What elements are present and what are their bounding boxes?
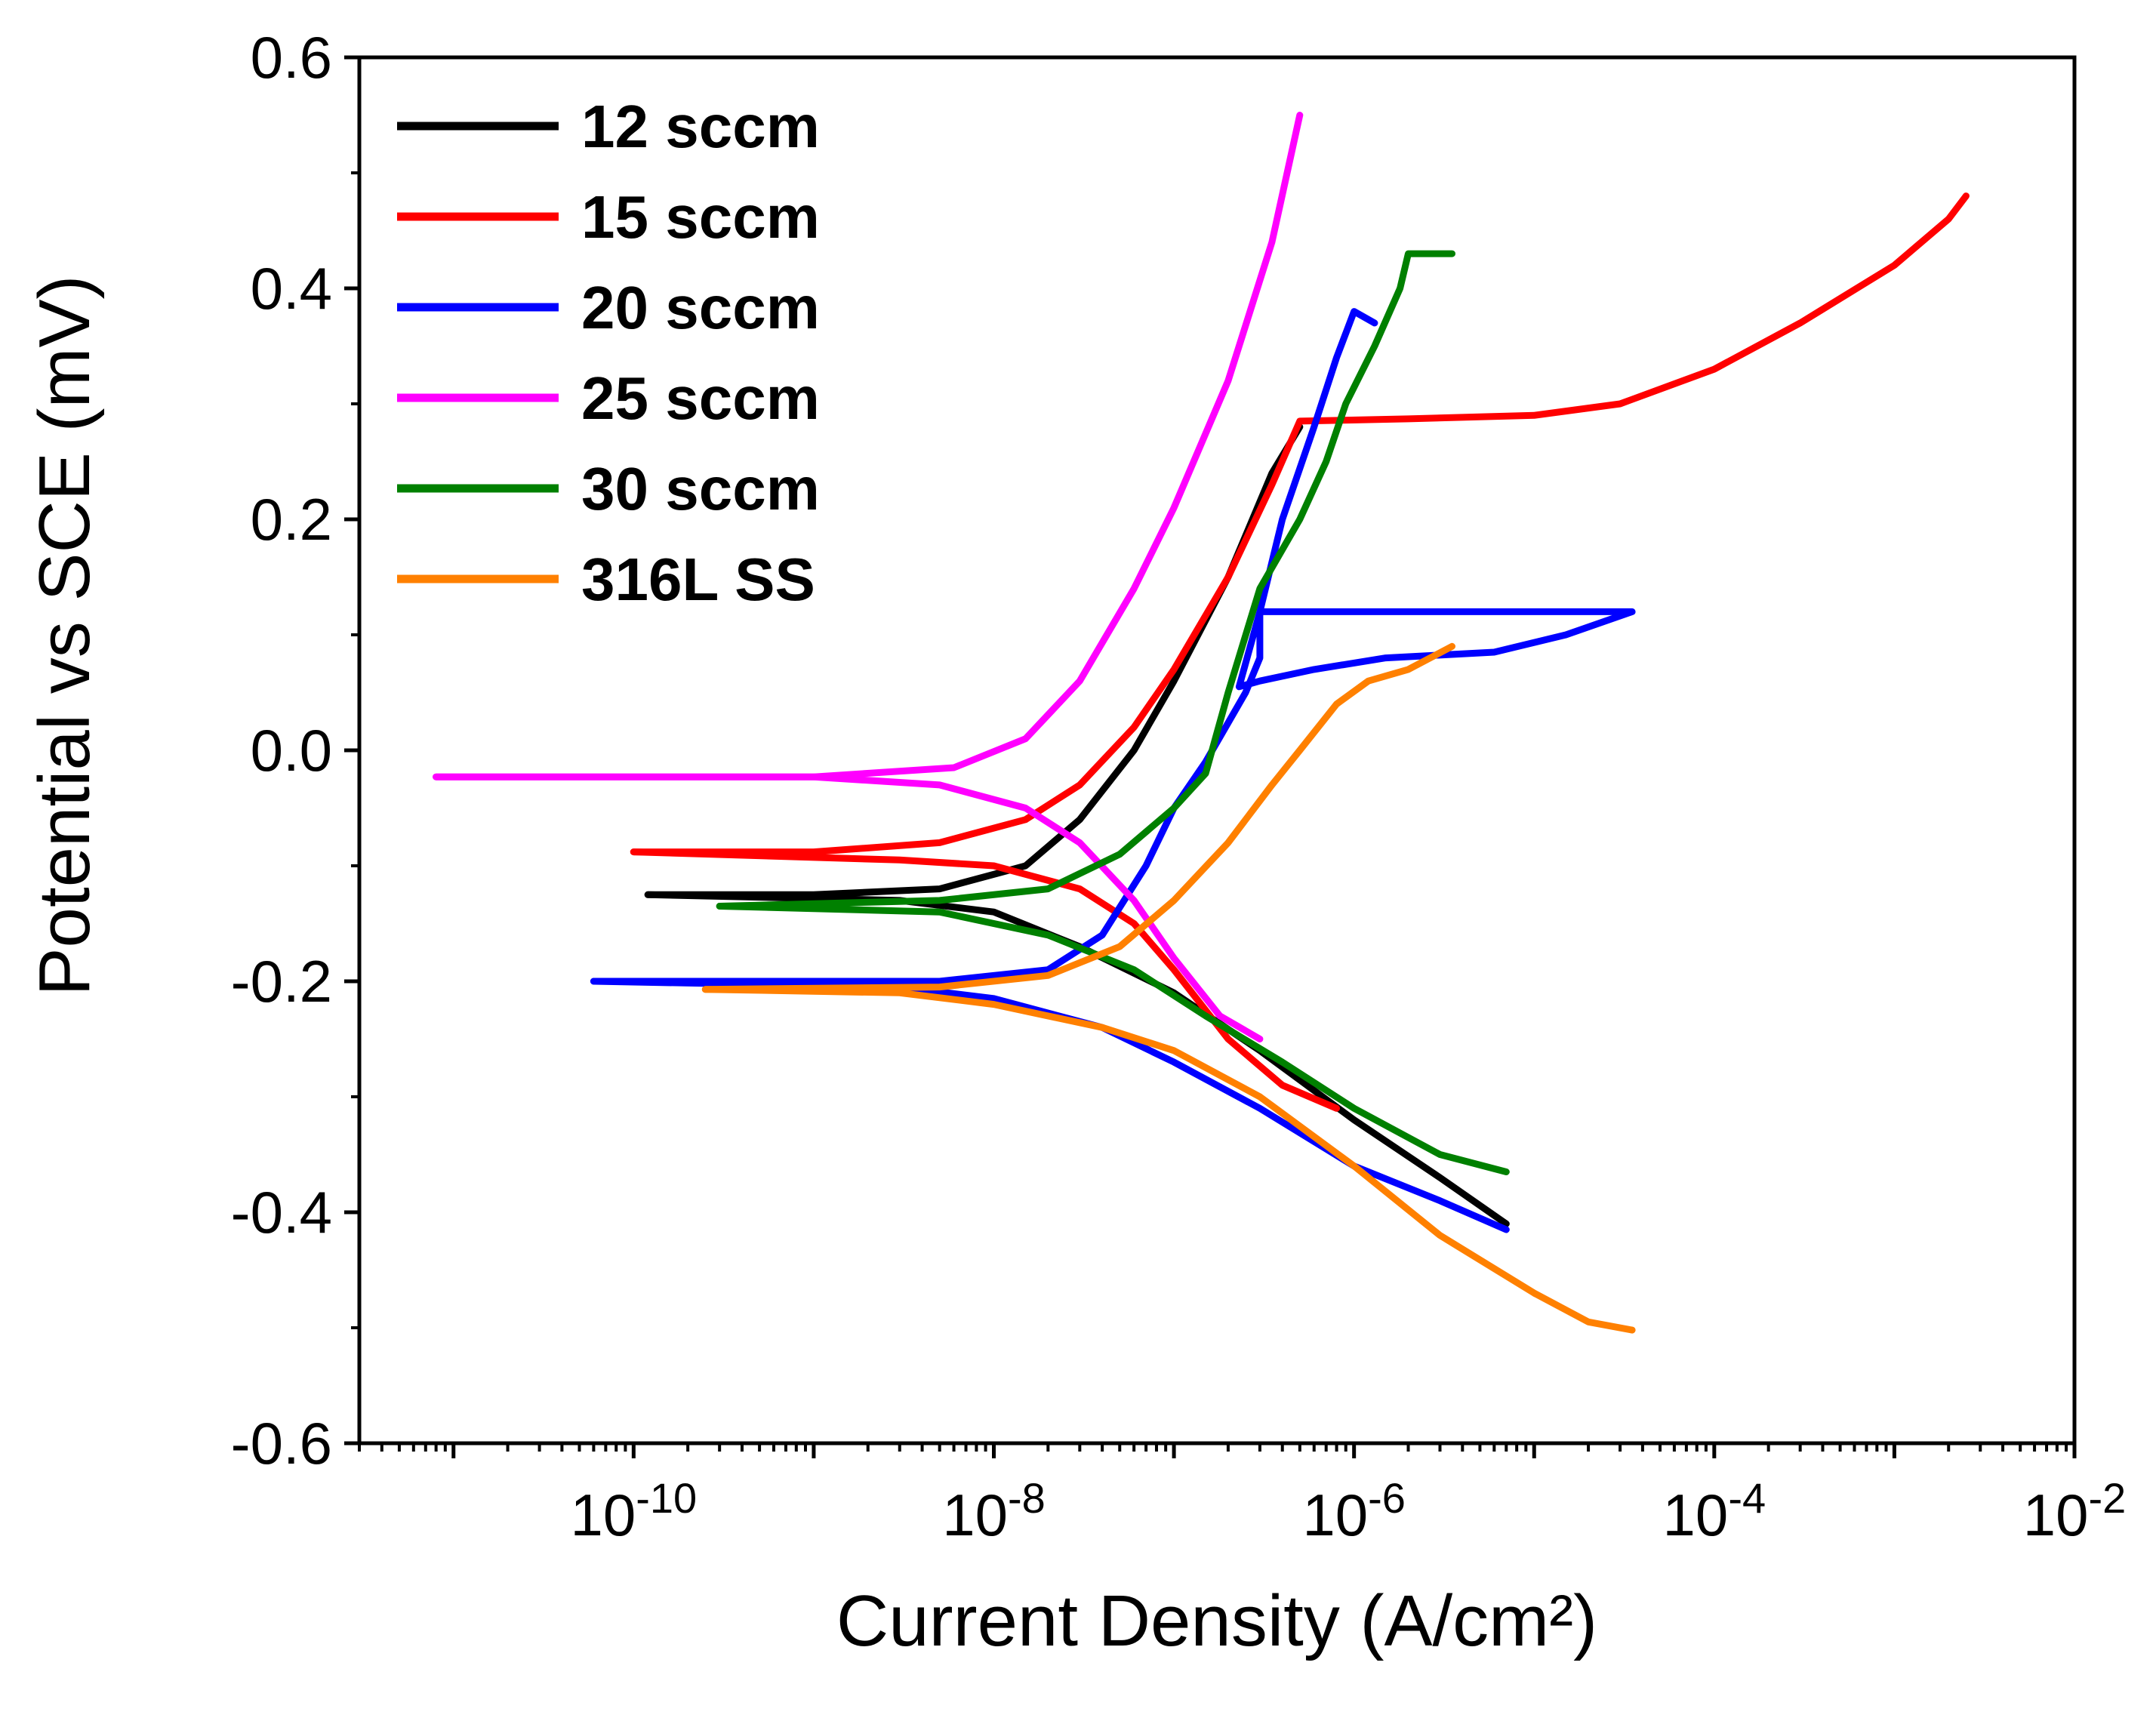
series-25-sccm-anodic xyxy=(433,112,1304,780)
series-20-sccm-cathodic xyxy=(590,978,1510,1233)
series-30-sccm-anodic xyxy=(716,250,1455,910)
y-tick-label: 0.4 xyxy=(251,255,332,322)
legend-label-25-sccm: 25 sccm xyxy=(581,365,820,432)
y-tick-label: 0.0 xyxy=(251,717,332,784)
legend-label-15-sccm: 15 sccm xyxy=(581,183,820,251)
series-layer xyxy=(433,112,1970,1334)
x-tick-label: 10-8 xyxy=(942,1474,1046,1548)
series-25-sccm-cathodic xyxy=(433,773,1264,1042)
y-tick-label: 0.2 xyxy=(251,486,332,553)
series-316l-ss-cathodic xyxy=(701,986,1636,1334)
y-tick-label: -0.2 xyxy=(231,948,332,1014)
legend-label-316l-ss: 316L SS xyxy=(581,546,815,613)
legend-label-20-sccm: 20 sccm xyxy=(581,274,820,341)
y-tick-label: 0.6 xyxy=(251,24,332,91)
x-tick-label: 10-2 xyxy=(2023,1474,2127,1548)
y-tick-label: -0.4 xyxy=(231,1179,332,1245)
legend-label-12-sccm: 12 sccm xyxy=(581,93,820,160)
legend-label-30-sccm: 30 sccm xyxy=(581,455,820,522)
x-tick-label: 10-6 xyxy=(1302,1474,1406,1548)
series-30-sccm-cathodic xyxy=(716,903,1510,1175)
x-tick-label: 10-4 xyxy=(1663,1474,1766,1548)
series-316l-ss-anodic xyxy=(701,642,1455,993)
x-tick-label: 10-10 xyxy=(570,1474,697,1548)
axis-layer: 0.6 0.4 0.2 0.0 -0.2 -0.4 -0.6 10-10 10-8 10-6 10-… xyxy=(231,24,2127,1548)
series-20-sccm-anodic xyxy=(590,308,1636,985)
x-axis-title: Current Density (A/cm²) xyxy=(836,1581,1597,1661)
legend: 12 sccm 15 sccm 20 sccm 25 sccm 30 sccm 316L … xyxy=(397,93,820,613)
series-15-sccm-anodic xyxy=(630,192,1970,856)
y-axis-title: Potential vs SCE (mV) xyxy=(24,276,105,996)
y-tick-label: -0.6 xyxy=(231,1410,332,1476)
series-15-sccm-cathodic xyxy=(630,848,1340,1112)
